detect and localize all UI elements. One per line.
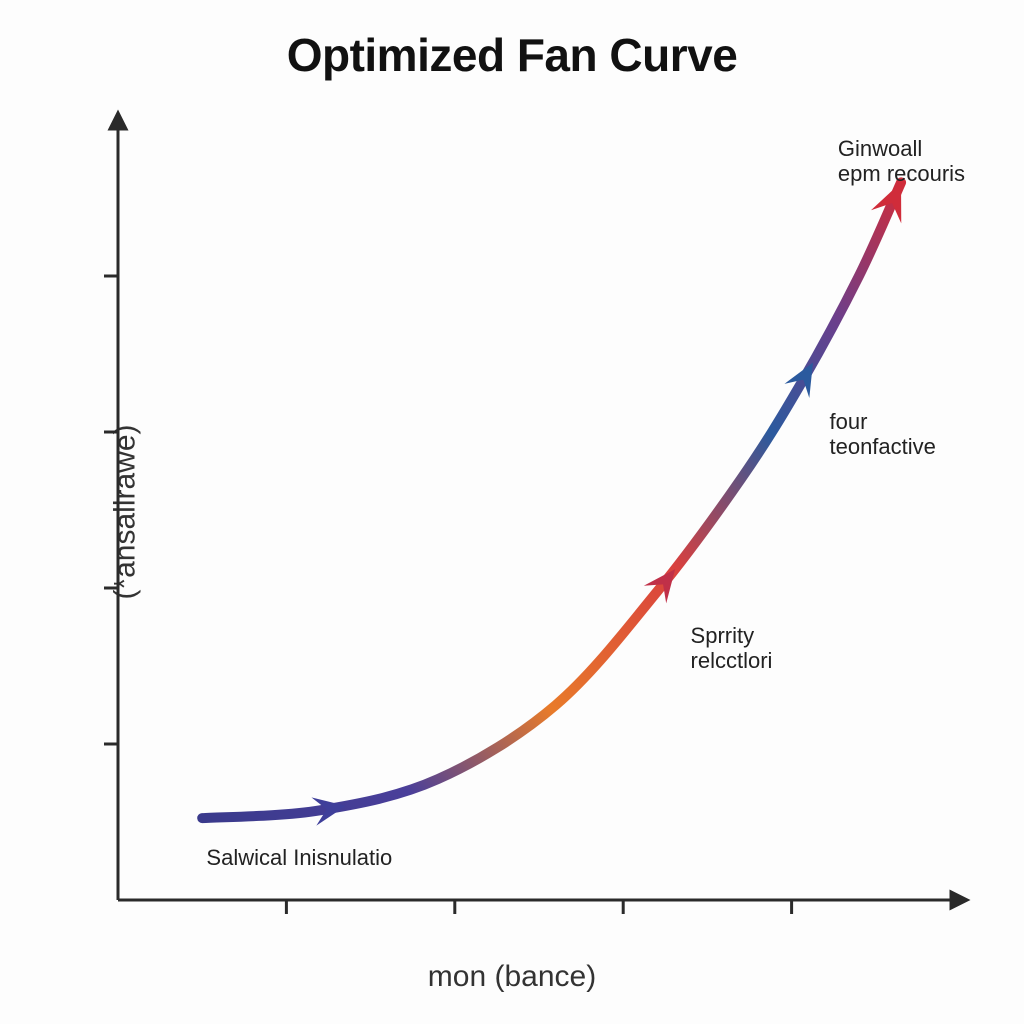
chart-annotation: Sprrity relcctlori: [691, 623, 773, 674]
chart-annotation: Ginwoall epm recouris: [838, 136, 965, 187]
chart-annotation: Salwical Inisnulatio: [206, 845, 392, 870]
fan-curve-chart: Optimized Fan Curve (*ansallrawe) mon (b…: [0, 0, 1024, 1024]
chart-annotation: four teonfactive: [829, 409, 935, 460]
